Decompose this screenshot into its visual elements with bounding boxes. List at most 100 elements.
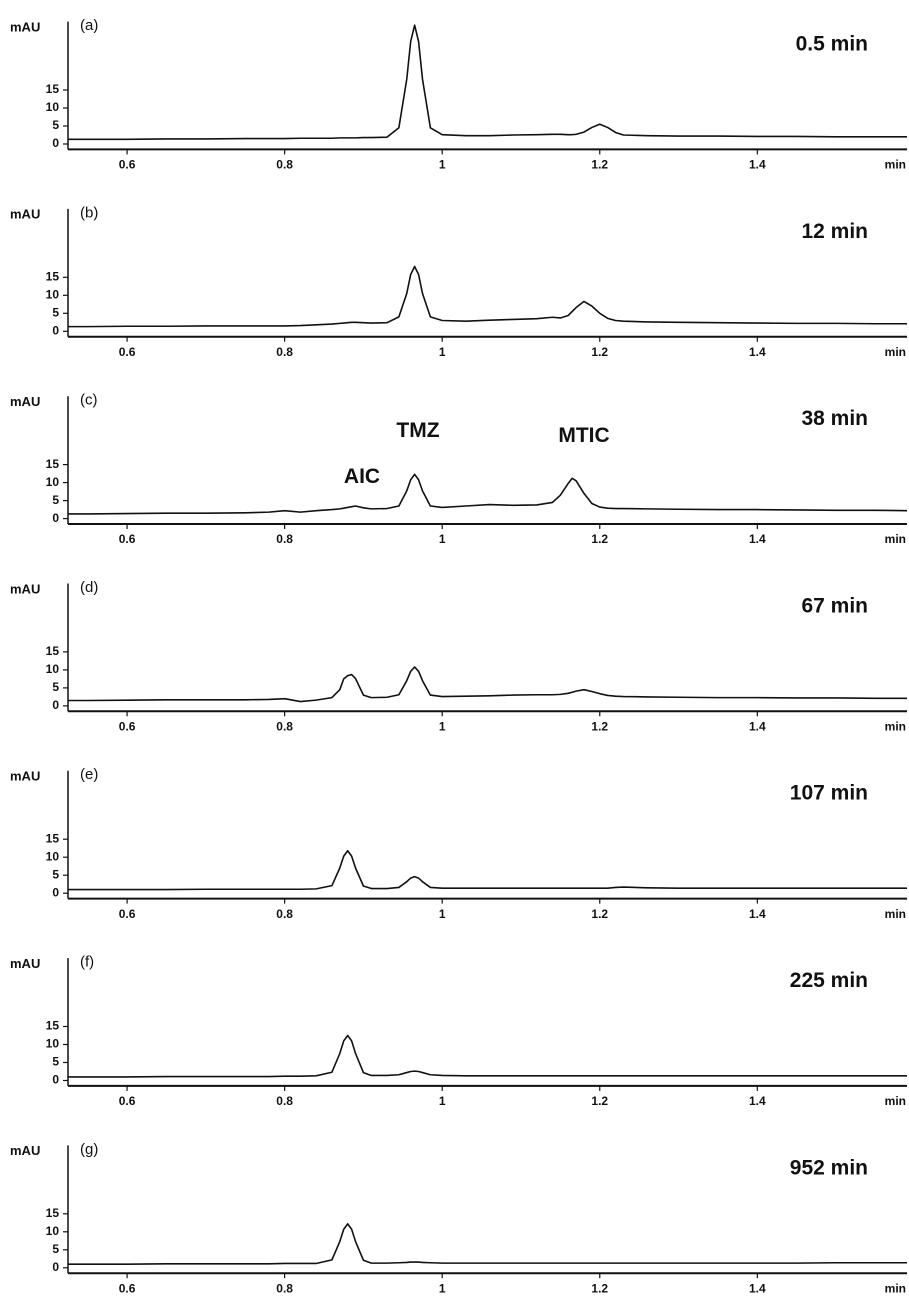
y-axis-label: mAU [10,1143,40,1158]
y-tick-label: 15 [46,1206,60,1220]
x-tick-label: 0.6 [119,345,136,359]
y-tick-label: 10 [46,662,60,676]
x-axis-label: min [885,345,906,359]
y-tick-label: 0 [52,511,59,525]
panel: 0 5 10 15 0.6 0.8 1 1.2 1.4 mAU min (a) 0.5 min [10,17,907,172]
x-tick-label: 1.2 [591,345,608,359]
panel-label: (a) [80,17,98,34]
x-axis-label: min [885,532,906,546]
y-tick-label: 15 [46,82,60,96]
x-tick-label: 1 [439,532,446,546]
peak-annotation: AIC [344,465,380,488]
y-tick-label: 5 [52,493,59,507]
x-axis-label: min [885,719,906,733]
x-tick-label: 1 [439,345,446,359]
x-tick-label: 0.6 [119,1281,136,1295]
y-tick-label: 0 [52,1073,59,1087]
y-tick-label: 15 [46,269,60,283]
y-tick-label: 10 [46,287,60,301]
y-axis-label: mAU [10,769,40,784]
panel: 0 5 10 15 0.6 0.8 1 1.2 1.4 mAU min (d) 67 min [10,579,907,733]
y-tick-label: 10 [46,100,60,114]
x-tick-label: 1.4 [749,532,766,546]
x-tick-label: 0.8 [276,532,293,546]
panel-title: 225 min [790,969,868,992]
x-tick-label: 0.8 [276,158,293,172]
y-tick-label: 15 [46,457,60,471]
y-tick-label: 0 [52,323,59,337]
y-tick-label: 5 [52,680,59,694]
y-tick-label: 15 [46,1019,60,1033]
x-tick-label: 1.2 [591,907,608,921]
panel-label: (c) [80,392,98,409]
chromatogram-line [68,1034,907,1078]
panel-title: 38 min [801,407,868,430]
x-tick-label: 1.2 [591,1281,608,1295]
x-tick-label: 0.8 [276,345,293,359]
panel-label: (e) [80,766,98,783]
x-tick-label: 0.8 [276,1281,293,1295]
y-tick-label: 5 [52,1242,59,1256]
chromatogram-line [68,1223,907,1265]
y-tick-label: 0 [52,698,59,712]
panel-title: 12 min [801,220,868,243]
x-tick-label: 0.8 [276,1094,293,1108]
x-tick-label: 0.6 [119,158,136,172]
x-tick-label: 1 [439,1281,446,1295]
chromatogram-line [68,473,908,515]
x-tick-label: 1.4 [749,907,766,921]
chromatogram-line [68,265,907,328]
x-tick-label: 0.8 [276,907,293,921]
panel-label: (f) [80,953,94,970]
panel: 0 5 10 15 0.6 0.8 1 1.2 1.4 mAU min (f) 225 min [10,953,907,1108]
panel-title: 0.5 min [796,33,868,56]
panel-label: (g) [80,1141,98,1158]
chromatogram-line [68,849,907,891]
x-axis-label: min [885,907,906,921]
panel: 0 5 10 15 0.6 0.8 1 1.2 1.4 mAU min (c) 38 min AIC TMZ… [10,392,908,546]
y-axis-label: mAU [10,394,40,409]
x-tick-label: 1.4 [749,719,766,733]
x-tick-label: 1.4 [749,158,766,172]
y-tick-label: 10 [46,475,60,489]
x-tick-label: 0.6 [119,907,136,921]
panel-title: 107 min [790,782,868,805]
x-tick-label: 1.2 [591,1094,608,1108]
y-tick-label: 10 [46,849,60,863]
y-tick-label: 15 [46,831,60,845]
y-tick-label: 0 [52,885,59,899]
y-axis-label: mAU [10,581,40,596]
x-tick-label: 1.4 [749,1094,766,1108]
panel: 0 5 10 15 0.6 0.8 1 1.2 1.4 mAU min (g) 952 min [10,1141,907,1295]
x-axis-label: min [885,158,906,172]
y-axis-label: mAU [10,19,40,34]
x-tick-label: 1 [439,1094,446,1108]
y-tick-label: 0 [52,1260,59,1274]
chromatogram-line [68,666,907,703]
chromatogram-line [68,24,907,141]
y-tick-label: 0 [52,136,59,150]
x-axis-label: min [885,1281,906,1295]
peak-annotation: MTIC [558,424,609,447]
y-tick-label: 5 [52,1055,59,1069]
x-tick-label: 1.4 [749,1281,766,1295]
panel-title: 67 min [801,594,868,617]
y-axis-label: mAU [10,207,40,222]
x-tick-label: 1.2 [591,532,608,546]
x-tick-label: 1 [439,158,446,172]
y-tick-label: 5 [52,867,59,881]
x-tick-label: 1.4 [749,345,766,359]
x-tick-label: 1.2 [591,158,608,172]
panel-label: (d) [80,579,98,596]
panel-label: (b) [80,204,98,221]
panel: 0 5 10 15 0.6 0.8 1 1.2 1.4 mAU min (b) 12 min [10,204,907,359]
peak-annotation: TMZ [396,419,439,442]
x-tick-label: 1.2 [591,719,608,733]
x-axis-label: min [885,1094,906,1108]
panel-title: 952 min [790,1156,868,1179]
x-tick-label: 1 [439,719,446,733]
x-tick-label: 1 [439,907,446,921]
x-tick-label: 0.6 [119,1094,136,1108]
y-axis-label: mAU [10,956,40,971]
